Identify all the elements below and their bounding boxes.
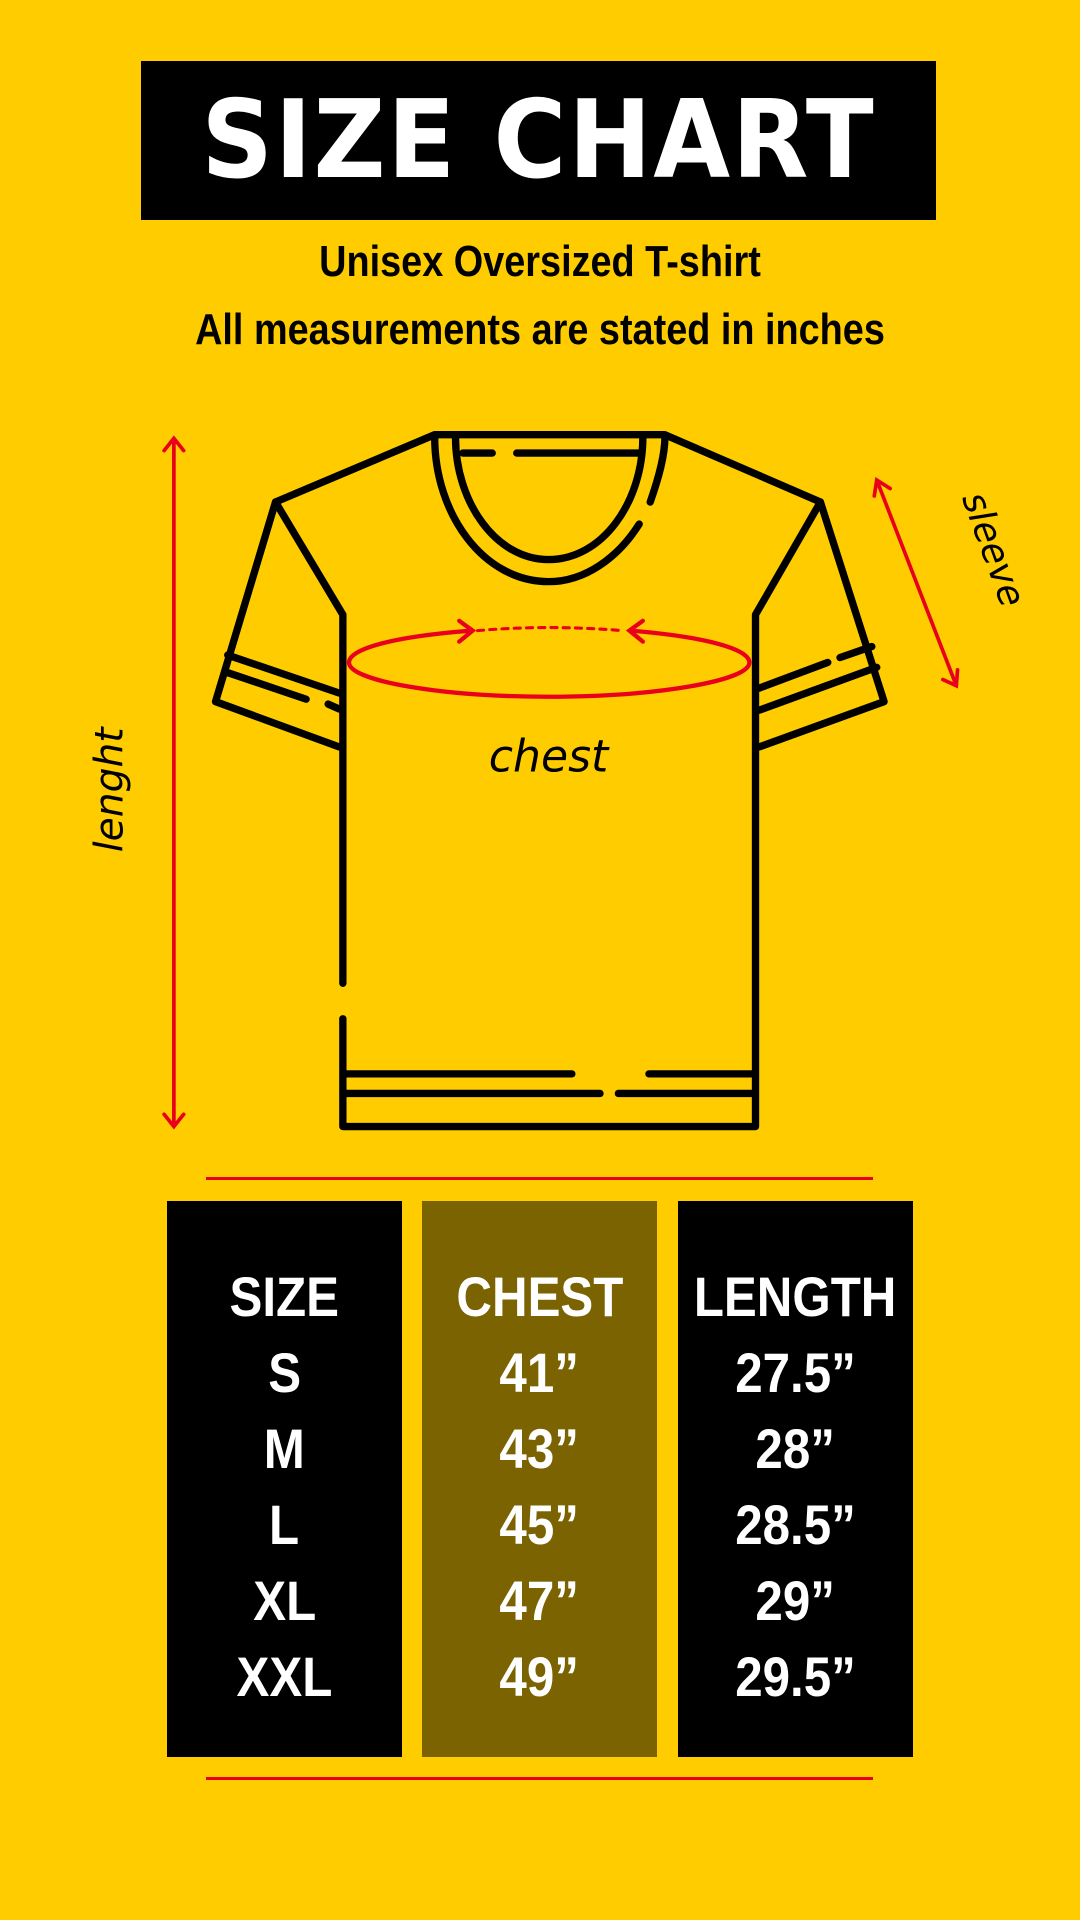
sleeve-arrow-icon (872, 476, 960, 689)
length-cell: 27.5” (735, 1341, 856, 1404)
length-label: lenght (87, 726, 132, 853)
tshirt-outline (211, 431, 888, 1131)
page-title: SIZE CHART (201, 77, 876, 203)
size-cell: M (263, 1417, 306, 1480)
top-divider (206, 1177, 873, 1180)
chest-cell: 47” (499, 1569, 580, 1632)
size-cell: XXL (236, 1645, 333, 1708)
size-header: SIZE (229, 1265, 340, 1328)
size-cell: L (269, 1493, 300, 1556)
chest-label: chest (489, 731, 610, 782)
title-banner: SIZE CHART (141, 61, 936, 220)
length-cell: 29” (755, 1569, 836, 1632)
chest-measure-icon (346, 618, 752, 699)
size-column: SIZE S M L XL XXL (167, 1201, 402, 1757)
subtitle-units: All measurements are stated in inches (195, 305, 885, 354)
chest-cell: 45” (499, 1493, 580, 1556)
chest-cell: 49” (499, 1645, 580, 1708)
length-cell: 28” (755, 1417, 836, 1480)
size-cell: XL (253, 1569, 316, 1632)
length-column: LENGTH 27.5” 28” 28.5” 29” 29.5” (678, 1201, 913, 1757)
subtitle-product: Unisex Oversized T-shirt (319, 237, 761, 286)
length-cell: 28.5” (735, 1493, 856, 1556)
length-header: LENGTH (694, 1265, 897, 1328)
chest-cell: 41” (499, 1341, 580, 1404)
size-cell: S (268, 1341, 301, 1404)
length-cell: 29.5” (735, 1645, 856, 1708)
sleeve-label: sleeve (953, 486, 1034, 612)
length-arrow-icon (162, 435, 186, 1130)
bottom-divider (206, 1777, 873, 1780)
chest-header: CHEST (455, 1265, 624, 1328)
chest-cell: 43” (499, 1417, 580, 1480)
chest-column: CHEST 41” 43” 45” 47” 49” (422, 1201, 657, 1757)
